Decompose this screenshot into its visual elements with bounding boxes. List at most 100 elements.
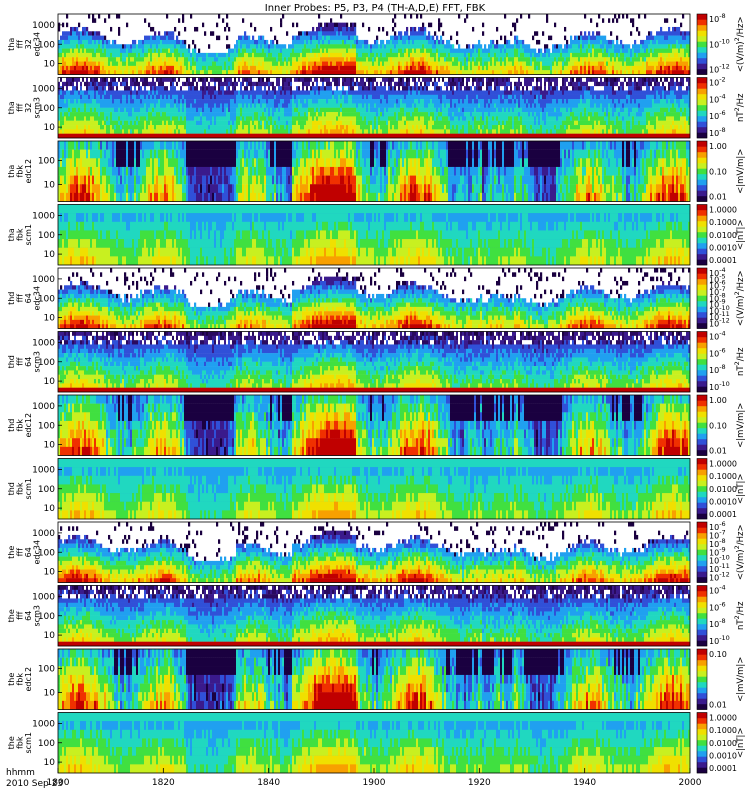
spectrogram-cell [268, 53, 270, 58]
spectrogram-cell [192, 40, 194, 45]
spectrogram-cell [652, 70, 654, 75]
spectrogram-cell [160, 53, 162, 58]
spectrogram-cell [276, 62, 278, 67]
spectrogram-cell [76, 36, 78, 41]
spectrogram-cell [594, 57, 596, 62]
spectrogram-cell [428, 49, 430, 54]
spectrogram-cell [366, 57, 368, 62]
spectrogram-cell [174, 49, 176, 54]
spectrogram-cell [642, 40, 644, 45]
spectrogram-cell [82, 27, 84, 32]
spectrogram-cell [350, 66, 352, 71]
spectrogram-cell [524, 49, 526, 54]
spectrogram-cell [492, 66, 494, 71]
spectrogram-cell [62, 116, 64, 121]
spectrogram-cell [656, 70, 658, 75]
spectrogram-cell [500, 62, 502, 67]
spectrogram-cell [580, 62, 582, 67]
spectrogram-cell [234, 70, 236, 75]
panel-ylabel: tha fff 32 edc34 [7, 32, 42, 57]
spectrogram-cell [592, 36, 594, 41]
spectrogram-cell [520, 14, 522, 19]
spectrogram-cell [656, 57, 658, 62]
spectrogram-cell [88, 44, 90, 49]
spectrogram-cell [362, 23, 364, 28]
spectrogram-cell [246, 40, 248, 45]
spectrogram-cell [628, 62, 630, 67]
spectrogram-cell [176, 62, 178, 67]
spectrogram-cell [636, 27, 638, 32]
spectrogram-cell [582, 57, 584, 62]
spectrogram-cell [64, 86, 66, 91]
spectrogram-cell [586, 53, 588, 58]
spectrogram-cell [406, 44, 408, 49]
spectrogram-cell [548, 70, 550, 75]
spectrogram-cell [360, 70, 362, 75]
spectrogram-cell [632, 66, 634, 71]
spectrogram-cell [638, 49, 640, 54]
spectrogram-cell [88, 57, 90, 62]
spectrogram-cell [124, 44, 126, 49]
spectrogram-cell [358, 40, 360, 45]
spectrogram-cell [294, 66, 296, 71]
spectrogram-cell [102, 62, 104, 67]
spectrogram-cell [334, 53, 336, 58]
spectrogram-cell [498, 66, 500, 71]
spectrogram-cell [618, 70, 620, 75]
spectrogram-cell [304, 40, 306, 45]
spectrogram-cell [126, 62, 128, 67]
spectrogram-cell [448, 49, 450, 54]
spectrogram-cell [164, 40, 166, 45]
spectrogram-cell [508, 62, 510, 67]
spectrogram-cell [268, 66, 270, 71]
spectrogram-cell [312, 27, 314, 32]
spectrogram-cell [664, 31, 666, 36]
spectrogram-cell [386, 66, 388, 71]
spectrogram-cell [480, 70, 482, 75]
spectrogram-cell [424, 57, 426, 62]
spectrogram-cell [656, 66, 658, 71]
spectrogram-cell [238, 53, 240, 58]
spectrogram-cell [658, 36, 660, 41]
spectrogram-cell [270, 70, 272, 75]
spectrogram-cell [172, 49, 174, 54]
spectrogram-cell [70, 70, 72, 75]
spectrogram-cell [622, 53, 624, 58]
spectrogram-cell [112, 66, 114, 71]
spectrogram-cell [402, 49, 404, 54]
spectrogram-cell [266, 40, 268, 45]
spectrogram-cell [66, 95, 68, 100]
spectrogram-cell [234, 66, 236, 71]
spectrogram-cell [70, 40, 72, 45]
spectrogram-cell [572, 62, 574, 67]
spectrogram-cell [282, 49, 284, 54]
spectrogram-cell [254, 49, 256, 54]
spectrogram-cell [164, 66, 166, 71]
spectrogram-cell [242, 53, 244, 58]
spectrogram-cell [288, 66, 290, 71]
spectrogram-cell [598, 66, 600, 71]
spectrogram-cell [164, 62, 166, 67]
spectrogram-cell [140, 53, 142, 58]
spectrogram-cell [610, 49, 612, 54]
spectrogram-cell [438, 57, 440, 62]
spectrogram-cell [600, 62, 602, 67]
spectrogram-cell [108, 14, 110, 19]
spectrogram-cell [68, 66, 70, 71]
spectrogram-cell [168, 49, 170, 54]
spectrogram-cell [466, 62, 468, 67]
spectrogram-cell [300, 62, 302, 67]
spectrogram-cell [292, 23, 294, 28]
spectrogram-cell [516, 70, 518, 75]
spectrogram-cell [74, 129, 76, 134]
spectrogram-cell [152, 57, 154, 62]
spectrogram-cell [150, 53, 152, 58]
spectrogram-cell [528, 53, 530, 58]
spectrogram-cell [226, 62, 228, 67]
spectrogram-cell [390, 70, 392, 75]
spectrogram-cell [638, 31, 640, 36]
spectrogram-cell [514, 53, 516, 58]
spectrogram-cell [264, 49, 266, 54]
spectrogram-cell [442, 40, 444, 45]
spectrogram-cell [616, 18, 618, 23]
